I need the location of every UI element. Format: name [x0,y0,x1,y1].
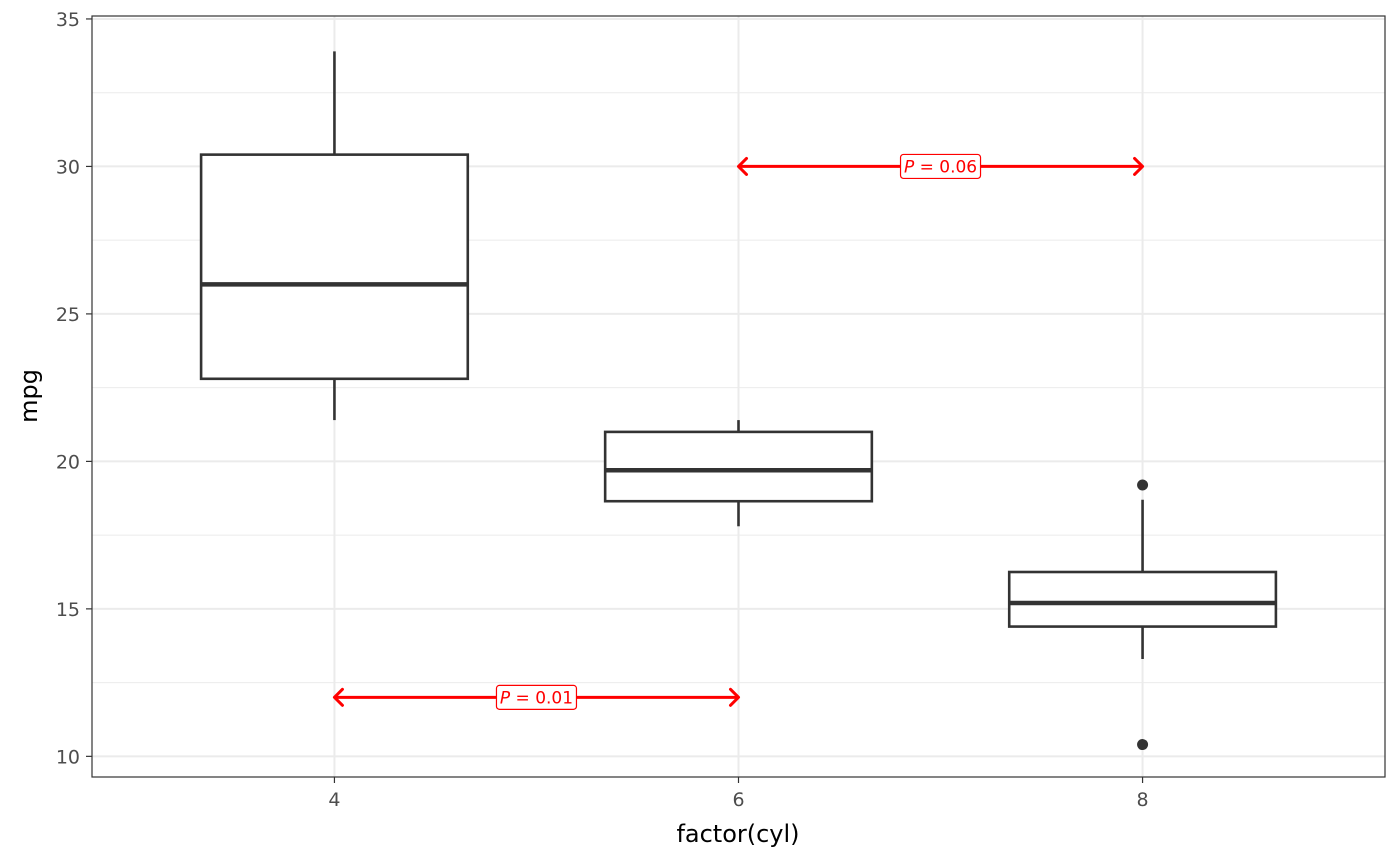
y-tick-label: 35 [56,9,80,31]
p-symbol: P [500,688,511,708]
p-value-text: = 0.01 [510,688,573,708]
y-tick-label: 10 [56,746,80,768]
p-value-label: P = 0.01 [500,688,573,708]
y-tick-label: 20 [56,451,80,473]
y-axis: 10 15 20 25 30 35 [56,9,92,768]
x-axis: 4 6 8 [328,777,1149,811]
box-iqr [1007,570,1278,628]
boxes [199,51,1278,751]
p-symbol: P [904,157,915,177]
annotations: P = 0.06P = 0.01 [332,153,1145,710]
box-group-6 [603,420,874,527]
outlier-point [1137,479,1149,491]
x-tick-label: 6 [732,789,744,811]
p-value-bracket: P = 0.01 [332,684,740,710]
p-value-label-box [495,684,578,710]
p-value-text: = 0.06 [914,157,977,177]
x-tick-label: 8 [1137,789,1149,811]
y-tick-label: 15 [56,599,80,621]
y-tick-label: 25 [56,304,80,326]
outlier-point [1137,739,1149,751]
arrow-head-right [729,687,740,707]
p-value-label-box [899,153,982,180]
p-value-bracket: P = 0.06 [737,153,1145,180]
box-group-8 [1007,479,1278,751]
p-value-label: P = 0.06 [904,157,977,177]
x-axis-title: factor(cyl) [676,820,799,848]
y-tick-label: 30 [56,156,80,178]
arrow-head-left [332,687,344,707]
box-iqr [199,153,470,381]
box-iqr [603,430,874,503]
arrow-head-right [1133,156,1145,176]
arrow-head-left [737,156,748,176]
box-group-4 [199,51,470,421]
y-axis-title: mpg [15,369,43,423]
x-tick-label: 4 [328,789,340,811]
